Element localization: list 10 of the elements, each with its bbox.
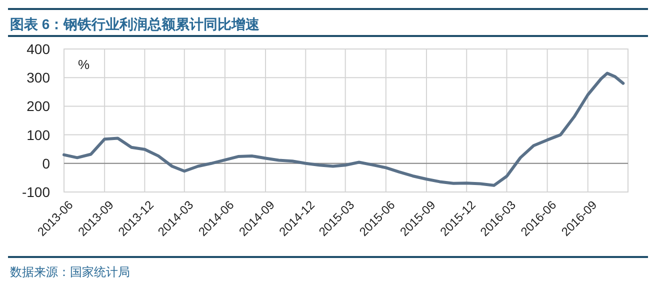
- y-tick-label: 200: [26, 98, 50, 114]
- y-axis-title: %: [78, 57, 90, 72]
- y-tick-label: 300: [26, 70, 50, 86]
- source-note: 数据来源：国家统计局: [10, 265, 130, 279]
- line-series: [62, 72, 625, 187]
- y-tick-label: -100: [22, 184, 50, 200]
- y-tick-label: 100: [26, 126, 50, 143]
- y-tick-label: 400: [26, 41, 50, 57]
- chart-title: 图表 6：钢铁行业利润总额累计同比增速: [10, 16, 261, 32]
- y-tick-label: 0: [42, 155, 50, 172]
